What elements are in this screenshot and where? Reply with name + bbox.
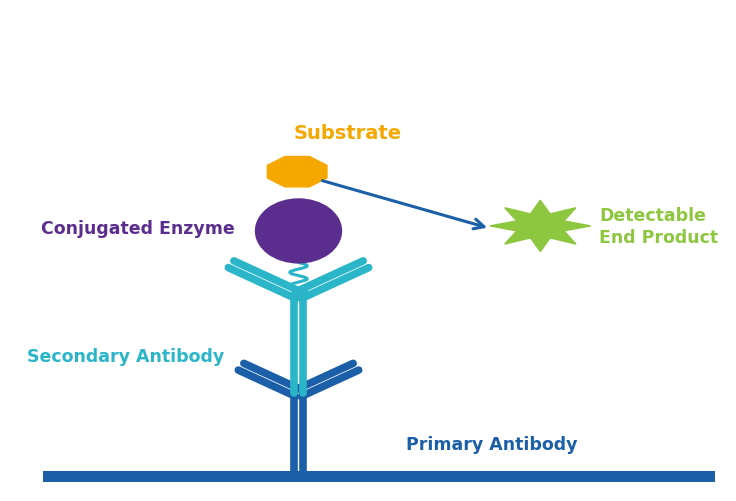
Text: Secondary Antibody: Secondary Antibody	[27, 347, 224, 365]
Text: Primary Antibody: Primary Antibody	[406, 435, 578, 453]
Text: Substrate: Substrate	[294, 123, 402, 142]
Bar	[43, 471, 715, 482]
Text: Detectable
End Product: Detectable End Product	[599, 206, 718, 246]
Text: Conjugated Enzyme: Conjugated Enzyme	[41, 220, 235, 238]
Polygon shape	[267, 157, 327, 187]
Circle shape	[255, 199, 342, 264]
Polygon shape	[490, 201, 591, 252]
